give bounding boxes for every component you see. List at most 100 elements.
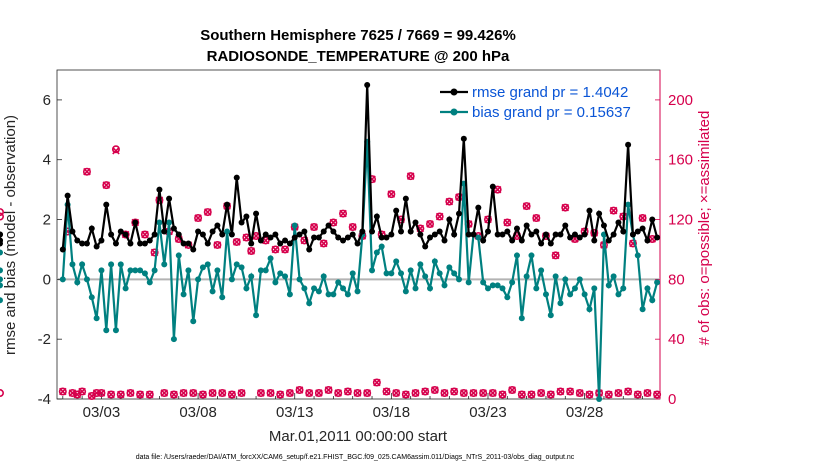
bias-point [93,315,100,322]
rmse-point [489,183,496,190]
y2-tick-label: 120 [668,212,693,229]
bias-point [596,396,603,402]
y-tick-label: 6 [43,92,51,109]
rmse-point [456,210,462,217]
obs-assimilated-marker [97,389,106,397]
bias-point [146,279,153,286]
obs-assimilated-marker [527,390,536,399]
obs-assimilated-marker [228,390,236,399]
bias-point [286,291,293,298]
obs-possible-marker [116,390,125,399]
obs-possible-marker [353,389,362,398]
obs-assimilated-marker [78,387,86,396]
obs-possible-marker [276,390,285,399]
rmse-point [427,234,434,241]
x-tick-label: 03/13 [276,404,314,421]
legend-entry: bias grand pr = 0.15637 [472,104,631,121]
bias-point [591,285,598,292]
obs-possible-marker [203,208,212,217]
rmse-point [219,231,226,238]
bias-point [344,291,351,298]
obs-possible-marker [92,389,101,398]
bias-point [427,285,434,292]
obs-possible-marker [585,390,594,399]
bias-point [523,273,530,280]
rmse-point [634,228,641,235]
rmse-point [59,246,66,253]
bias-point [528,252,535,259]
bias-point [547,312,554,319]
rmse-point [132,219,139,226]
obs-possible-marker [97,389,106,398]
obs-assimilated-marker [363,389,371,397]
bias-point [349,270,356,277]
rmse-point [398,228,405,235]
obs-assimilated-marker [73,390,82,399]
bias-point [79,261,86,268]
rmse-point [306,246,313,253]
obs-possible-marker [387,190,396,199]
obs-possible-marker [628,239,637,248]
obs-possible-marker [450,387,459,396]
bias-point [166,219,173,226]
bias-point [509,279,516,286]
obs-assimilated-marker [218,389,227,397]
obs-assimilated-marker [247,247,256,255]
rmse-point [523,222,530,229]
rmse-point [542,231,549,238]
bias-point [228,276,235,283]
bias-point [610,273,617,280]
bias-point [354,288,361,295]
rmse-point [253,210,260,217]
y-tick-label: 0 [43,271,51,288]
rmse-point [214,222,221,229]
rmse-point [446,216,453,223]
rmse-point [547,240,554,247]
rmse-point [146,237,153,244]
rmse-point [383,234,390,241]
obs-assimilated-marker [59,387,67,396]
bias-point [233,261,240,268]
rmse-point [272,231,279,238]
obs-assimilated-marker [126,389,135,397]
rmse-point [315,234,322,241]
obs-possible-marker [469,389,478,398]
obs-possible-marker [145,390,154,399]
obs-assimilated-marker [508,386,516,394]
legend-entry: rmse grand pr = 1.4042 [472,84,628,101]
legend: rmse grand pr = 1.4042 bias grand pr = 0.… [440,84,631,121]
rmse-point [243,213,250,220]
bias-point [301,285,308,292]
bias-point [571,285,578,292]
obs-possible-marker [319,239,328,248]
obs-assimilated-marker [382,387,391,396]
obs-assimilated-marker [576,389,584,397]
rmse-point [108,231,115,238]
bias-point [195,276,202,283]
obs-possible-marker [624,387,633,396]
obs-assimilated-marker [112,146,120,155]
rmse-point [301,228,308,235]
rmse-point [127,240,134,247]
obs-possible-marker [150,248,159,257]
obs-possible-marker [614,389,623,398]
rmse-point [359,228,366,235]
obs-possible-marker [266,389,275,398]
obs-possible-marker [0,389,4,398]
bias-point [291,222,298,229]
obs-possible-marker [285,389,294,398]
obs-possible-marker [406,172,415,181]
bias-point [0,249,3,256]
obs-assimilated-marker [532,214,541,222]
rmse-point [248,240,255,247]
obs-possible-marker [508,386,517,395]
obs-assimilated-marker [257,389,265,397]
rmse-point [69,228,76,235]
obs-assimilated-marker [310,223,318,231]
obs-possible-marker [339,209,348,218]
bias-point [151,267,158,274]
rmse-point [291,234,298,241]
bias-point [185,267,192,274]
rmse-point [533,228,540,235]
obs-possible-marker [324,386,333,395]
